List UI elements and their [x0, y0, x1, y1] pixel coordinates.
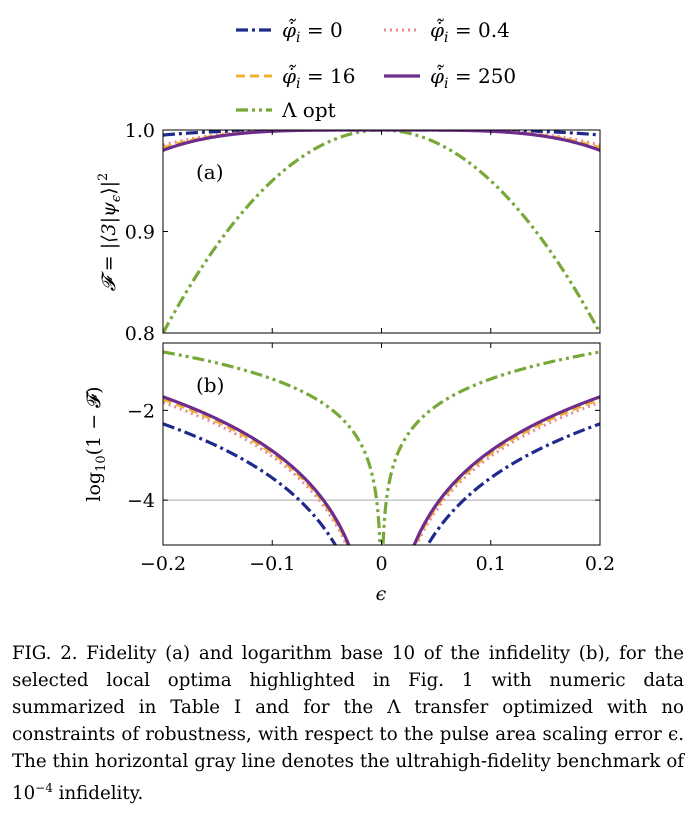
xtick-label: 0.2 [585, 553, 615, 575]
ylabel-b-rest: (1 − 𝓕) [83, 386, 105, 455]
legend-entry: φ̇̃i = 0 [236, 17, 343, 46]
series-phi-0-a [163, 130, 600, 137]
panel-b-frame [162, 342, 601, 546]
x-axis-label: ϵ [376, 583, 387, 605]
series-phi-250-b [163, 395, 600, 545]
caption-text: FIG. 2. Fidelity (a) and logarithm base … [12, 643, 684, 805]
ylabel-b-log: log [83, 472, 105, 502]
ytick-label-a: 0.8 [125, 323, 155, 345]
ylabel-a-end: ⟩| [98, 181, 120, 195]
panel-a: 0.8 0.9 1.0 (a) 𝓕 = |⟨3|ψϵ⟩|2 [96, 120, 601, 345]
legend-label: φ̇̃i = 250 [430, 63, 516, 92]
ytick-label-a: 0.9 [125, 222, 155, 244]
legend-entry: φ̇̃i = 16 [236, 63, 355, 92]
panel-a-series [163, 130, 600, 333]
legend-label: φ̇̃i = 16 [282, 63, 355, 92]
ylabel-a-sup: 2 [96, 173, 111, 181]
panel-b-ticks: −4 −2 [127, 343, 601, 545]
panel-b-series [163, 350, 600, 545]
panel-a-ylabel: 𝓕 = |⟨3|ψϵ⟩|2 [96, 173, 124, 292]
panel-a-label: (a) [196, 160, 224, 184]
x-tick-labels: −0.2 −0.1 0 0.1 0.2 [140, 553, 615, 575]
legend-label: φ̇̃i = 0.4 [430, 17, 510, 46]
legend-entry: φ̇̃i = 250 [384, 63, 516, 92]
ylabel-a-main: 𝓕 = |⟨3|ψ [98, 201, 120, 291]
legend-entry: Λ opt [236, 98, 336, 122]
legend-label: Λ opt [281, 98, 336, 122]
panel-b-label: (b) [196, 373, 224, 397]
figure-caption: FIG. 2. Fidelity (a) and logarithm base … [12, 640, 684, 807]
ytick-label-a: 1.0 [125, 120, 155, 142]
legend-entry: φ̇̃i = 0.4 [384, 17, 510, 46]
series-lambda-opt-a [163, 130, 600, 333]
series-phi-0-b [163, 422, 600, 545]
xtick-label: 0 [375, 553, 387, 575]
panel-b: −4 −2 (b) log10(1 − 𝓕) −0.2 −0.1 0 0.1 0.2 ϵ [83, 342, 615, 605]
figure: φ̇̃i = 0 φ̇̃i = 0.4 φ̇̃i = 16 φ̇̃i = 250 Λ o… [83, 17, 615, 605]
ylabel-b-sub: 10 [94, 455, 109, 472]
caption-end: infidelity. [52, 783, 144, 805]
legend-label: φ̇̃i = 0 [282, 17, 343, 46]
xtick-label: −0.2 [140, 553, 186, 575]
caption-superscript: −4 [35, 781, 53, 795]
ytick-label-b: −2 [127, 400, 155, 422]
legend: φ̇̃i = 0 φ̇̃i = 0.4 φ̇̃i = 16 φ̇̃i = 250 Λ o… [236, 17, 516, 122]
series-phi-0.4-b [163, 400, 600, 545]
panel-a-ticks: 0.8 0.9 1.0 [125, 120, 601, 345]
ytick-label-b: −4 [127, 490, 155, 512]
xtick-label: 0.1 [476, 553, 506, 575]
ylabel-a-sub: ϵ [109, 194, 124, 202]
series-phi-250-a [163, 130, 600, 152]
panel-b-ylabel: log10(1 − 𝓕) [83, 386, 109, 501]
series-phi-16-b [163, 397, 600, 545]
xtick-label: −0.1 [249, 553, 295, 575]
